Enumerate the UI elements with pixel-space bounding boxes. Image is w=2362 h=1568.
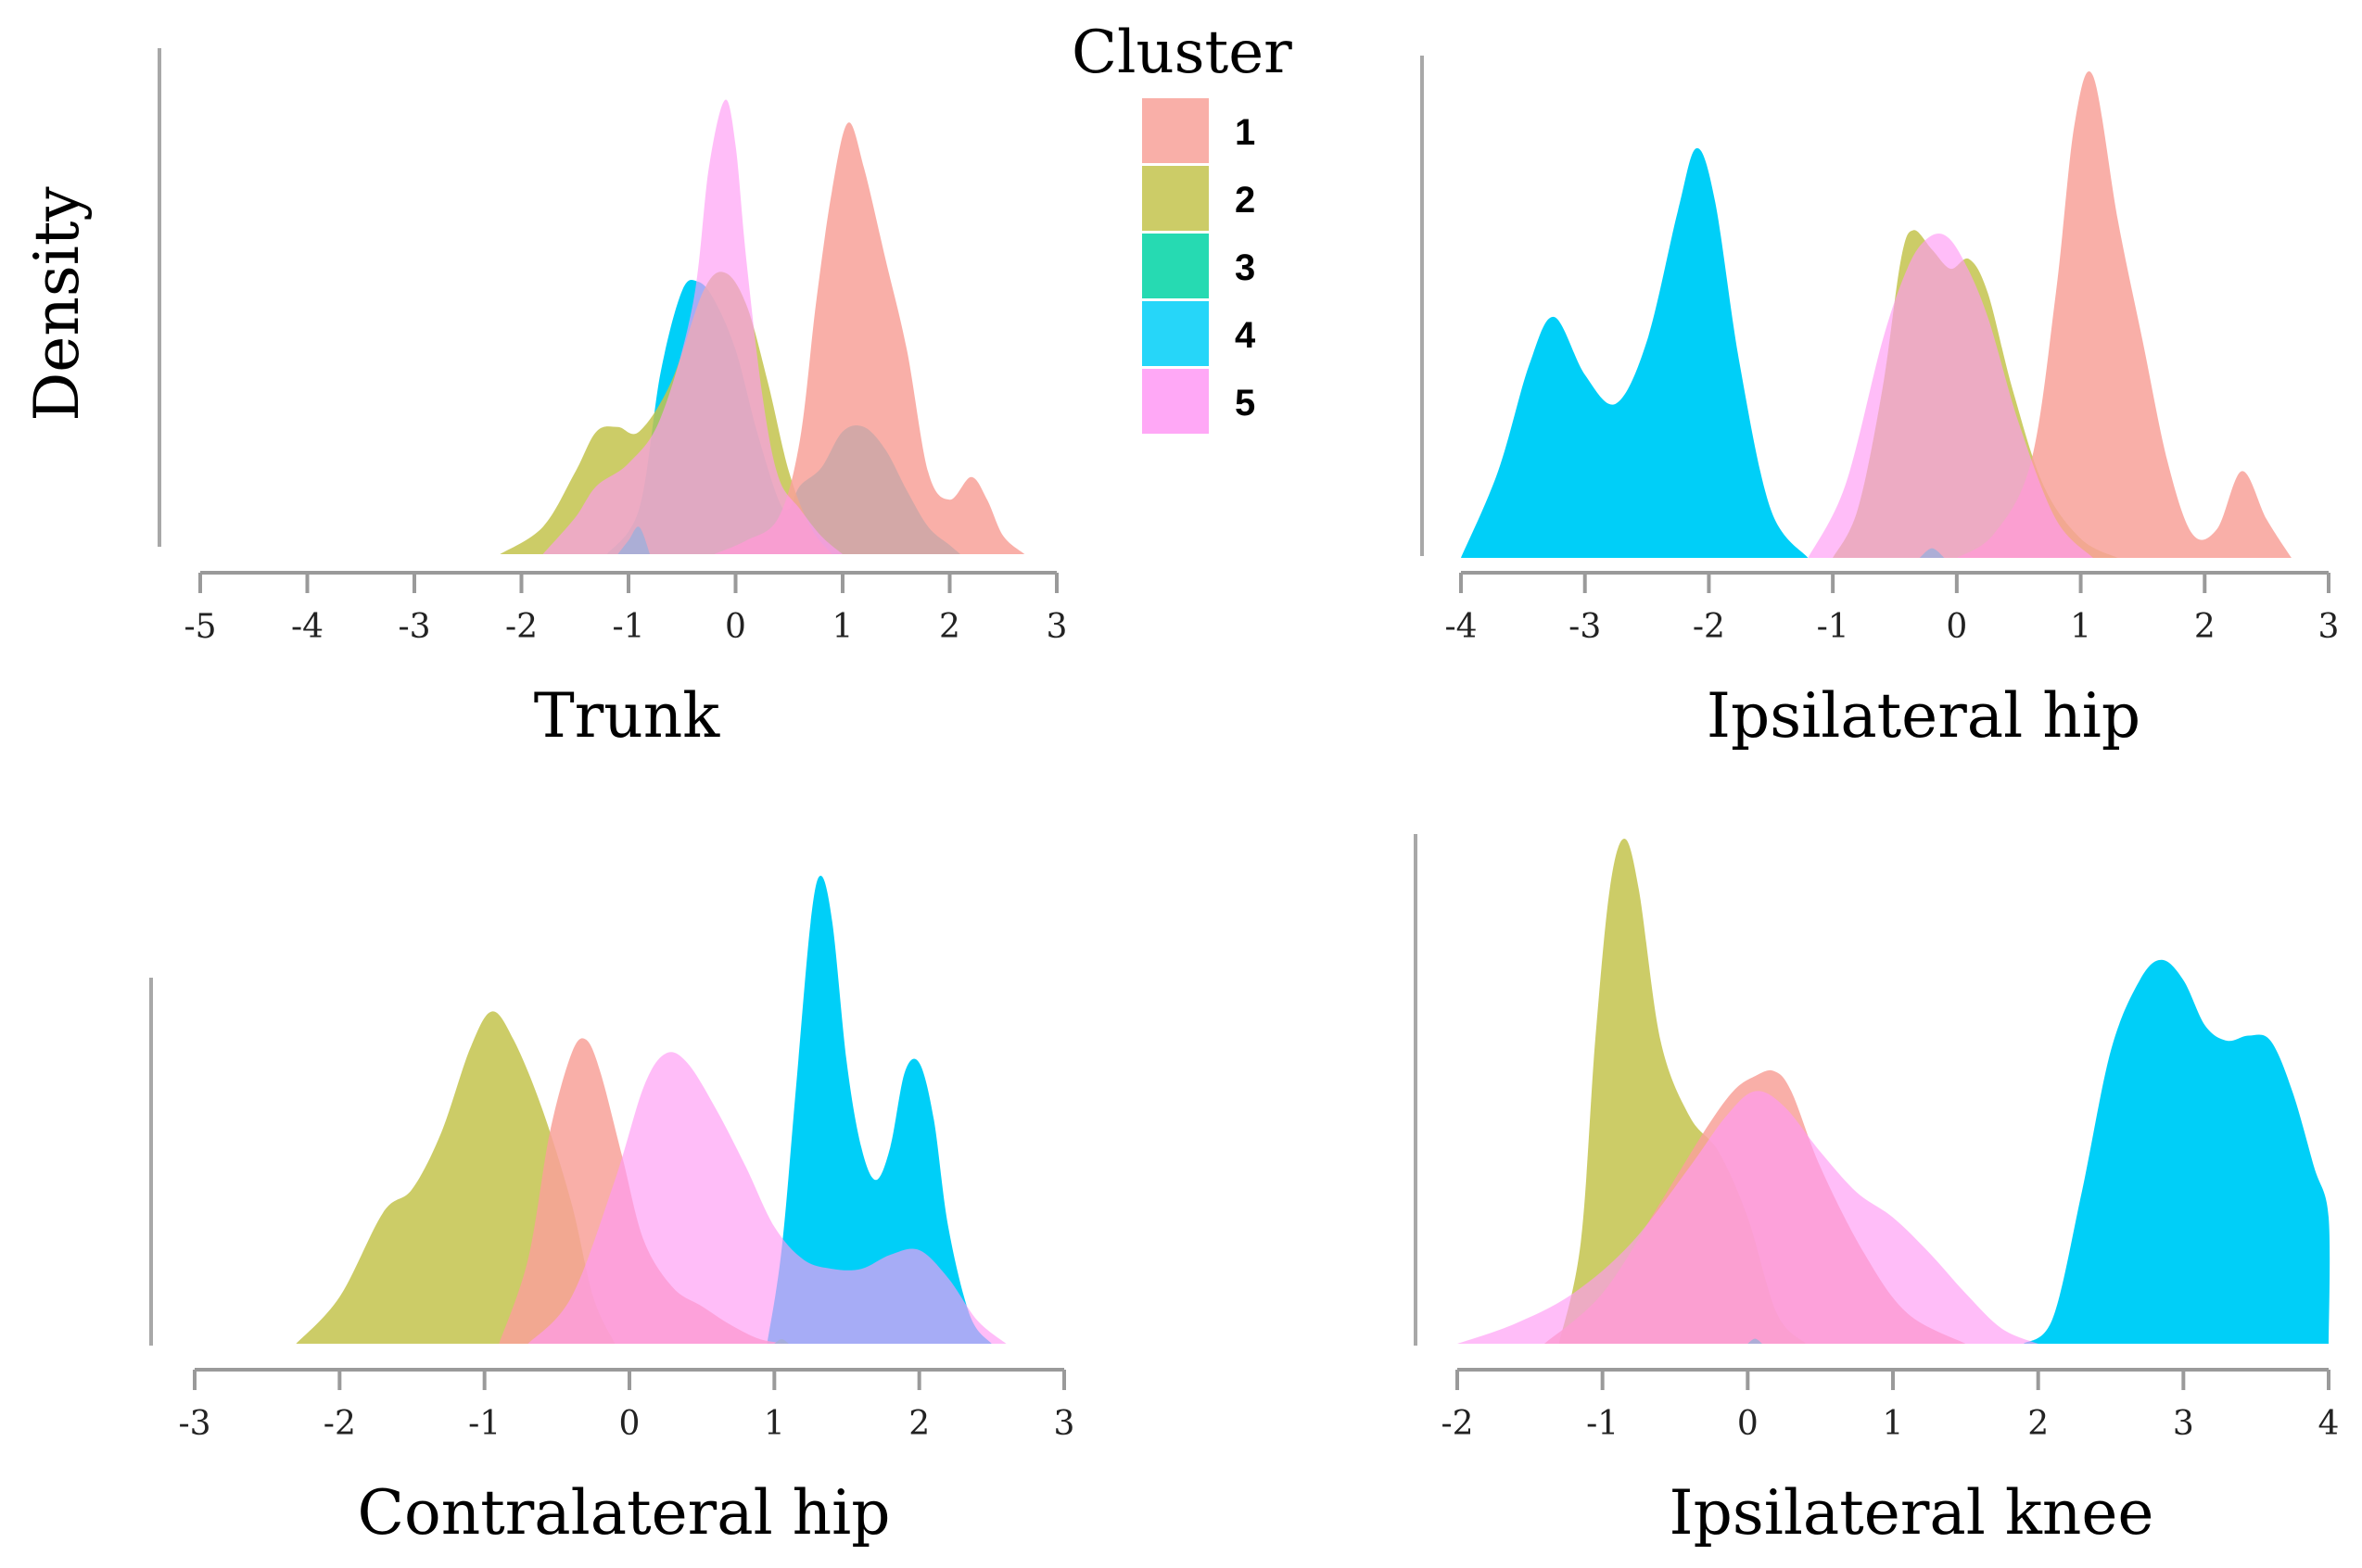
legend-swatch-cluster-2 <box>1142 166 1209 231</box>
x-tick-label: 3 <box>1047 608 1068 646</box>
density-area-cluster-4 <box>767 876 992 1344</box>
density-area-cluster-1 <box>1956 71 2292 559</box>
panels: -5 -4 -3 -2 -1 0 1 2 3 Trunk -4 -3 -2 -1 0 1 2 3 Ipsilater… <box>149 48 2340 1549</box>
x-tick-label: 2 <box>908 1405 930 1443</box>
x-tick-label: -2 <box>1441 1405 1473 1443</box>
x-tick-label: 1 <box>1883 1405 1904 1443</box>
x-axis-title: Contralateral hip <box>357 1477 890 1549</box>
x-tick-label: -1 <box>612 608 644 646</box>
density-panel: -2 -1 0 1 2 3 4 Ipsilateral knee <box>1414 834 2340 1549</box>
density-area-cluster-1 <box>714 122 1025 554</box>
x-tick-label: 1 <box>764 1405 785 1443</box>
density-panel: -5 -4 -3 -2 -1 0 1 2 3 Trunk <box>158 48 1068 752</box>
x-tick-label: -4 <box>1444 608 1477 646</box>
x-tick-label: 3 <box>2318 608 2340 646</box>
x-tick-label: 0 <box>725 608 746 646</box>
legend-label-cluster-4: 4 <box>1235 315 1256 356</box>
x-tick-label: 0 <box>1946 608 1967 646</box>
x-tick-label: -2 <box>324 1405 356 1443</box>
legend-label-cluster-2: 2 <box>1235 180 1255 221</box>
x-tick-label: 0 <box>1737 1405 1759 1443</box>
x-tick-label: -1 <box>1586 1405 1619 1443</box>
legend-label-cluster-1: 1 <box>1235 112 1255 153</box>
density-area-cluster-5 <box>1808 234 2093 558</box>
legend-title: Cluster <box>1072 19 1292 87</box>
x-axis-title: Ipsilateral hip <box>1707 680 2140 752</box>
x-tick-label: 2 <box>2027 1405 2049 1443</box>
density-panel: -3 -2 -1 0 1 2 3 Contralateral hip <box>149 876 1075 1549</box>
x-tick-label: 2 <box>2194 608 2216 646</box>
x-tick-label: -3 <box>398 608 430 646</box>
x-tick-label: -1 <box>1817 608 1849 646</box>
legend-swatch-cluster-1 <box>1142 98 1209 163</box>
density-area-cluster-5 <box>527 1052 1007 1344</box>
x-tick-label: -1 <box>468 1405 501 1443</box>
x-tick-label: 1 <box>2070 608 2091 646</box>
density-area-cluster-4 <box>1461 147 1809 558</box>
x-tick-label: 0 <box>619 1405 641 1443</box>
y-axis-title: Density <box>21 186 93 422</box>
x-tick-label: 3 <box>1054 1405 1075 1443</box>
x-tick-label: 1 <box>832 608 854 646</box>
x-axis-title: Ipsilateral knee <box>1670 1477 2154 1549</box>
density-area-cluster-4 <box>2024 959 2330 1344</box>
x-tick-label: 4 <box>2318 1405 2340 1443</box>
x-tick-label: -3 <box>1568 608 1601 646</box>
density-area-cluster-5 <box>1457 1091 2038 1344</box>
legend-swatch-cluster-4 <box>1142 301 1209 366</box>
x-tick-label: -3 <box>178 1405 210 1443</box>
legend-swatch-cluster-3 <box>1142 234 1209 298</box>
density-area-cluster-5 <box>542 99 843 554</box>
density-panel: -4 -3 -2 -1 0 1 2 3 Ipsilateral hip <box>1420 56 2340 752</box>
x-tick-label: -2 <box>505 608 538 646</box>
legend-swatch-cluster-5 <box>1142 369 1209 434</box>
x-tick-label: -5 <box>184 608 216 646</box>
cluster-legend: Cluster 1 2 3 4 5 <box>1072 19 1292 434</box>
x-tick-label: 3 <box>2173 1405 2194 1443</box>
density-area-cluster-1 <box>499 1038 789 1344</box>
legend-label-cluster-5: 5 <box>1235 383 1255 424</box>
x-axis-title: Trunk <box>534 680 721 752</box>
x-tick-label: 2 <box>939 608 960 646</box>
legend-label-cluster-3: 3 <box>1235 247 1255 288</box>
x-tick-label: -4 <box>291 608 324 646</box>
x-tick-label: -2 <box>1693 608 1725 646</box>
